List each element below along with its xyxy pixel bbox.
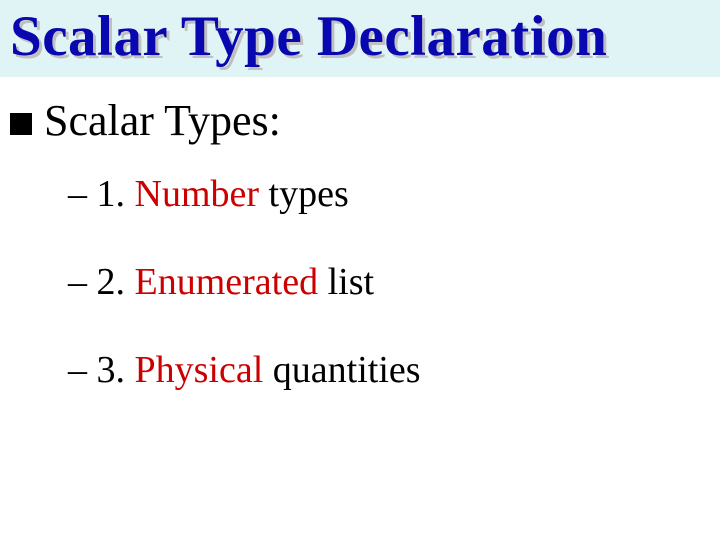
slide-title: Scalar Type Declaration Scalar Type Decl… [10, 4, 607, 69]
item-highlight: Physical [135, 349, 264, 391]
item-rest: quantities [263, 349, 420, 391]
list-item: – 3. Physical quantities [68, 348, 710, 392]
bullet-square-icon [10, 113, 32, 135]
list-item: – 1. Number types [68, 172, 710, 216]
item-prefix: – 3. [68, 349, 135, 391]
item-rest: types [259, 173, 349, 215]
item-highlight: Number [135, 173, 260, 215]
title-front: Scalar Type Declaration [10, 5, 607, 68]
item-prefix: – 1. [68, 173, 135, 215]
heading-row: Scalar Types: [10, 95, 710, 146]
list: – 1. Number types – 2. Enumerated list –… [10, 172, 710, 392]
list-item: – 2. Enumerated list [68, 260, 710, 304]
content-area: Scalar Types: – 1. Number types – 2. Enu… [0, 77, 720, 392]
item-highlight: Enumerated [135, 261, 319, 303]
heading-text: Scalar Types: [44, 95, 281, 146]
title-bar: Scalar Type Declaration Scalar Type Decl… [0, 0, 720, 77]
item-prefix: – 2. [68, 261, 135, 303]
item-rest: list [318, 261, 374, 303]
